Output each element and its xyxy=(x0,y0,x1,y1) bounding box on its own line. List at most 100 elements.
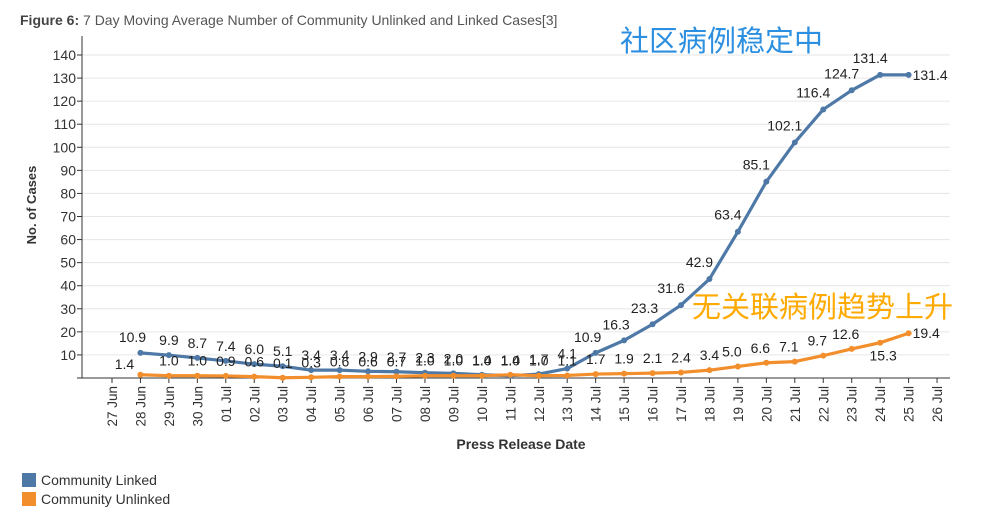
data-label-unlinked: 0.1 xyxy=(273,355,293,371)
legend-item-unlinked[interactable]: Community Unlinked xyxy=(22,491,170,507)
data-label-linked: 16.3 xyxy=(602,316,629,332)
x-tick-label: 18 Jul xyxy=(702,386,717,422)
y-axis-title: No. of Cases xyxy=(24,166,39,245)
data-label-unlinked: 0.3 xyxy=(301,354,321,370)
data-point-linked xyxy=(848,87,855,94)
data-label-unlinked: 1.0 xyxy=(472,353,492,369)
x-tick-label: 03 Jul xyxy=(276,386,291,422)
data-point-linked xyxy=(336,367,343,374)
data-point-linked xyxy=(393,368,400,375)
data-point-unlinked xyxy=(678,369,684,376)
data-point-linked xyxy=(564,365,571,372)
x-tick-label: 20 Jul xyxy=(759,386,774,422)
data-point-linked xyxy=(763,178,770,185)
data-point-linked xyxy=(820,106,827,113)
data-point-unlinked xyxy=(251,373,258,380)
data-point-unlinked xyxy=(848,345,855,352)
x-tick-label: 07 Jul xyxy=(390,386,405,422)
y-tick-label: 140 xyxy=(53,47,77,63)
data-point-linked xyxy=(251,361,258,368)
x-tick-label: 22 Jul xyxy=(816,386,831,422)
data-label-linked: 2.3 xyxy=(415,350,435,366)
data-label-unlinked: 1.0 xyxy=(159,353,179,369)
data-label-linked: 2.9 xyxy=(358,348,378,364)
data-label-linked: 63.4 xyxy=(714,207,741,223)
data-point-unlinked xyxy=(706,367,713,374)
data-point-unlinked xyxy=(649,370,656,377)
x-tick-label: 21 Jul xyxy=(788,386,803,422)
data-point-unlinked xyxy=(507,371,514,378)
y-tick-label: 70 xyxy=(60,209,76,225)
legend-swatch-linked xyxy=(22,473,36,487)
data-point-unlinked xyxy=(734,363,741,370)
data-label-linked: 5.1 xyxy=(273,343,293,359)
y-tick-label: 10 xyxy=(60,347,76,363)
data-label-unlinked: 1.9 xyxy=(614,351,634,367)
data-label-linked: 10.9 xyxy=(119,329,146,345)
data-label-unlinked: 12.6 xyxy=(832,326,859,342)
data-point-unlinked xyxy=(905,330,912,337)
x-tick-label: 23 Jul xyxy=(845,386,860,422)
data-label-linked: 124.7 xyxy=(824,65,859,81)
data-point-linked xyxy=(734,228,741,235)
y-tick-label: 130 xyxy=(53,70,77,86)
data-label-linked: 6.0 xyxy=(245,341,265,357)
chart-title: Figure 6: 7 Day Moving Average Number of… xyxy=(20,12,557,28)
data-label-unlinked: 0.7 xyxy=(387,353,407,369)
data-point-linked xyxy=(905,71,912,78)
y-tick-label: 20 xyxy=(60,324,76,340)
data-label-unlinked: 1.1 xyxy=(557,352,577,368)
x-tick-label: 25 Jul xyxy=(902,386,917,422)
figure-label: Figure 6: xyxy=(20,12,80,28)
legend-swatch-unlinked xyxy=(22,492,36,506)
data-label-linked: 131.4 xyxy=(853,50,888,66)
data-label-unlinked: 2.4 xyxy=(671,349,691,365)
x-tick-label: 04 Jul xyxy=(304,386,319,422)
data-point-unlinked xyxy=(279,374,286,381)
data-point-unlinked xyxy=(478,372,485,379)
data-point-linked xyxy=(649,321,656,328)
x-tick-label: 17 Jul xyxy=(674,386,689,422)
data-label-unlinked: 1.0 xyxy=(444,353,464,369)
data-label-unlinked: 6.6 xyxy=(751,340,771,356)
y-tick-label: 40 xyxy=(60,278,76,294)
data-label-unlinked: 0.6 xyxy=(245,354,265,370)
legend-item-linked[interactable]: Community Linked xyxy=(22,472,157,488)
data-point-unlinked xyxy=(393,373,400,380)
data-point-unlinked xyxy=(877,339,884,346)
data-point-unlinked xyxy=(450,372,457,379)
figure-title-text: 7 Day Moving Average Number of Community… xyxy=(83,12,558,28)
data-label-unlinked: 0.9 xyxy=(216,353,236,369)
x-tick-label: 09 Jul xyxy=(446,386,461,422)
y-tick-label: 110 xyxy=(54,116,77,132)
data-point-unlinked xyxy=(763,359,770,366)
data-label-unlinked: 5.0 xyxy=(722,343,742,359)
legend-label-linked: Community Linked xyxy=(41,472,157,488)
x-tick-label: 13 Jul xyxy=(560,386,575,422)
data-point-unlinked xyxy=(222,372,229,379)
data-point-linked xyxy=(137,349,144,356)
x-tick-label: 26 Jul xyxy=(930,386,945,422)
data-label-unlinked: 15.3 xyxy=(870,348,897,364)
data-label-linked: 42.9 xyxy=(686,254,713,270)
data-point-linked xyxy=(279,363,286,370)
x-tick-label: 30 Jun xyxy=(190,386,205,427)
data-label-linked: 1.7 xyxy=(529,351,549,367)
data-label-linked: 7.4 xyxy=(216,338,236,354)
data-point-unlinked xyxy=(194,372,201,379)
data-label-linked: 131.4 xyxy=(913,67,948,83)
series-line-unlinked xyxy=(138,331,911,380)
data-label-unlinked: 19.4 xyxy=(913,325,940,341)
data-point-unlinked xyxy=(592,371,599,378)
linked-annotation: 社区病例稳定中 xyxy=(620,24,824,58)
data-label-unlinked: 3.4 xyxy=(700,347,720,363)
data-label-linked: 1.4 xyxy=(472,352,492,368)
x-tick-label: 08 Jul xyxy=(418,386,433,422)
x-tick-label: 11 Jul xyxy=(503,386,518,421)
data-label-unlinked: 1.7 xyxy=(586,351,606,367)
x-tick-label: 16 Jul xyxy=(646,386,661,422)
data-label-unlinked: 9.7 xyxy=(808,333,828,349)
data-point-linked xyxy=(165,352,172,359)
data-point-unlinked xyxy=(137,371,144,378)
